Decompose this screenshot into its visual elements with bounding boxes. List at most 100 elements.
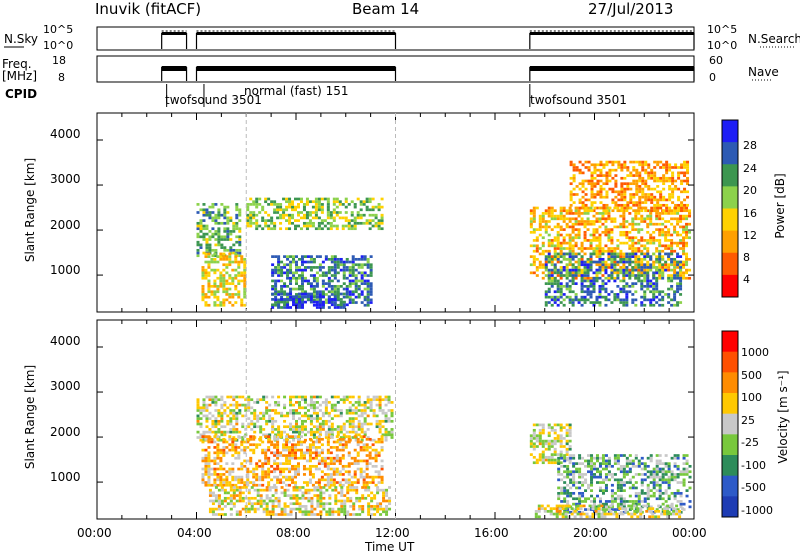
data-cell bbox=[216, 454, 220, 457]
data-cell bbox=[589, 295, 593, 299]
data-cell bbox=[646, 249, 650, 253]
data-cell bbox=[319, 499, 323, 503]
data-cell bbox=[557, 491, 561, 495]
data-cell bbox=[204, 456, 208, 460]
data-cell bbox=[280, 284, 284, 288]
data-cell bbox=[354, 282, 358, 285]
data-cell bbox=[610, 290, 614, 294]
data-cell bbox=[359, 203, 363, 206]
data-cell bbox=[334, 494, 338, 497]
data-cell bbox=[353, 216, 357, 220]
data-cell bbox=[220, 403, 224, 407]
data-cell bbox=[607, 233, 611, 237]
data-cell bbox=[329, 456, 333, 460]
data-cell bbox=[288, 227, 292, 231]
data-cell bbox=[571, 271, 575, 275]
data-cell bbox=[255, 478, 259, 482]
data-cell bbox=[277, 303, 281, 307]
data-cell bbox=[380, 467, 384, 471]
data-cell bbox=[217, 409, 221, 412]
data-cell bbox=[601, 481, 605, 484]
data-cell bbox=[535, 249, 539, 253]
data-cell bbox=[204, 303, 208, 307]
data-cell bbox=[297, 298, 301, 301]
data-cell bbox=[207, 255, 211, 258]
data-cell bbox=[541, 458, 545, 462]
data-cell bbox=[598, 255, 602, 258]
data-cell bbox=[650, 195, 654, 199]
data-cell bbox=[274, 403, 278, 407]
data-cell bbox=[300, 306, 304, 309]
data-cell bbox=[366, 274, 370, 277]
data-cell bbox=[625, 230, 629, 234]
data-cell bbox=[556, 260, 560, 264]
data-cell bbox=[655, 222, 659, 226]
data-cell bbox=[335, 470, 339, 474]
data-cell bbox=[649, 214, 653, 218]
data-cell bbox=[381, 411, 385, 415]
data-cell bbox=[235, 428, 239, 431]
data-cell bbox=[308, 211, 312, 214]
data-cell bbox=[249, 435, 253, 438]
data-cell bbox=[566, 473, 570, 476]
data-cell bbox=[529, 445, 533, 448]
data-cell bbox=[598, 247, 602, 250]
data-cell bbox=[374, 448, 378, 452]
data-cell bbox=[261, 205, 265, 209]
data-cell bbox=[544, 263, 548, 267]
data-cell bbox=[643, 497, 647, 501]
data-cell bbox=[231, 462, 235, 465]
data-cell bbox=[676, 303, 680, 307]
data-cell bbox=[587, 459, 591, 463]
data-cell bbox=[607, 212, 611, 215]
data-cell bbox=[547, 447, 551, 451]
data-cell bbox=[668, 193, 672, 196]
data-cell bbox=[622, 230, 626, 234]
data-cell bbox=[360, 279, 364, 283]
data-cell bbox=[538, 458, 542, 462]
data-cell bbox=[361, 494, 365, 497]
data-cell bbox=[628, 494, 632, 498]
data-cell bbox=[610, 252, 614, 256]
data-cell bbox=[297, 287, 301, 291]
data-cell bbox=[243, 268, 247, 272]
data-cell bbox=[676, 241, 680, 245]
data-cell bbox=[309, 287, 313, 291]
data-cell bbox=[207, 440, 211, 444]
data-cell bbox=[196, 203, 200, 206]
data-cell bbox=[238, 243, 242, 247]
data-cell bbox=[595, 467, 599, 471]
data-cell bbox=[662, 176, 666, 180]
data-cell bbox=[229, 486, 233, 489]
data-cell bbox=[574, 255, 578, 258]
data-cell bbox=[330, 433, 334, 437]
data-cell bbox=[247, 422, 251, 426]
data-cell bbox=[300, 292, 304, 296]
data-cell bbox=[253, 422, 257, 426]
data-cell bbox=[234, 284, 238, 288]
data-cell bbox=[246, 205, 250, 209]
data-cell bbox=[602, 163, 606, 167]
data-cell bbox=[253, 488, 257, 492]
data-cell bbox=[268, 510, 272, 514]
data-cell bbox=[643, 271, 647, 275]
data-cell bbox=[207, 470, 211, 474]
data-cell bbox=[205, 211, 209, 214]
data-cell bbox=[658, 217, 662, 221]
data-cell bbox=[625, 284, 629, 288]
data-cell bbox=[676, 255, 680, 258]
data-cell bbox=[351, 409, 355, 412]
data-cell bbox=[557, 473, 561, 476]
data-cell bbox=[315, 295, 319, 299]
data-cell bbox=[569, 190, 573, 194]
data-cell bbox=[538, 263, 542, 267]
data-cell bbox=[255, 464, 259, 468]
data-cell bbox=[312, 287, 316, 291]
data-cell bbox=[589, 255, 593, 258]
data-cell bbox=[616, 456, 620, 460]
data-cell bbox=[217, 499, 221, 503]
data-cell bbox=[547, 233, 551, 237]
data-cell bbox=[628, 222, 632, 226]
data-cell bbox=[569, 198, 573, 202]
data-cell bbox=[578, 510, 582, 514]
